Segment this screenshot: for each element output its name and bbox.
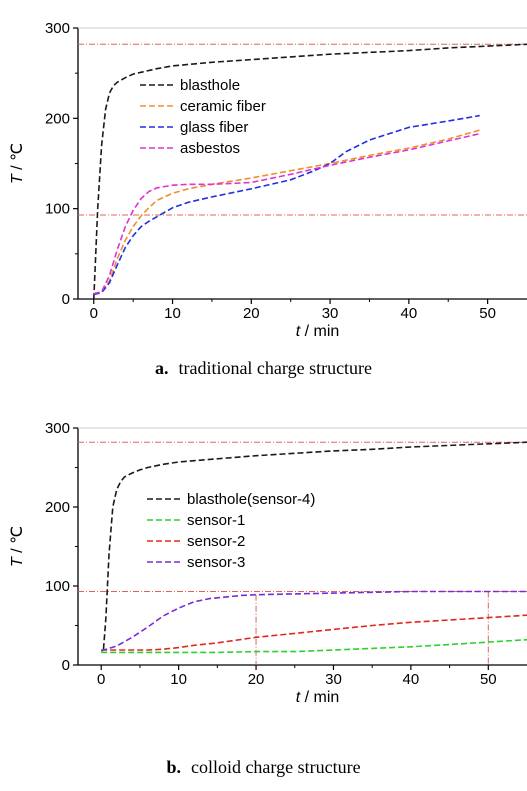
y-tick-label-0: 0 — [62, 657, 70, 674]
y-tick-label-0: 0 — [62, 291, 70, 308]
x-axis-var: t — [296, 689, 301, 706]
y-axis-title: T / ℃ — [9, 143, 26, 184]
x-tick-label-10: 10 — [164, 305, 181, 322]
x-tick-label-20: 20 — [243, 305, 260, 322]
legend-label-2: glass fiber — [180, 119, 248, 136]
caption-b: b. colloid charge structure — [0, 757, 527, 778]
series-line-blasthole — [93, 43, 527, 299]
y-axis-var: T — [9, 173, 26, 184]
x-axis-unit: / min — [300, 689, 339, 706]
series-line-ceramic-fiber — [93, 129, 480, 295]
y-axis-unit: / ℃ — [9, 143, 26, 174]
y-tick-label-200: 200 — [45, 110, 70, 127]
legend-label-3: sensor-3 — [187, 554, 245, 571]
chart-panel-a: 0 10 20 30 40 50 0 100 200 300 t / min T / ℃ blastho… — [0, 0, 527, 395]
chart-panel-b: 0 10 20 30 40 50 0 100 200 300 t / min T / ℃ blastho… — [0, 395, 527, 791]
y-axis-title: T / ℃ — [9, 526, 26, 567]
x-tick-label-30: 30 — [325, 671, 342, 688]
x-tick-label-10: 10 — [170, 671, 187, 688]
x-axis-title: t / min — [296, 689, 340, 706]
x-tick-label-0: 0 — [97, 671, 105, 688]
series-line-sensor-3 — [100, 590, 527, 652]
series-line-sensor-2 — [101, 614, 527, 651]
legend-label-2: sensor-2 — [187, 533, 245, 550]
y-tick-label-200: 200 — [45, 499, 70, 516]
y-axis-unit: / ℃ — [9, 526, 26, 557]
series-line-sensor-1 — [101, 638, 527, 654]
caption-letter-b: b. — [166, 757, 181, 777]
legend-label-3: asbestos — [180, 140, 240, 157]
caption-a: a. traditional charge structure — [0, 358, 527, 379]
x-axis-unit: / min — [300, 323, 339, 340]
y-tick-label-300: 300 — [45, 20, 70, 37]
legend-label-1: sensor-1 — [187, 512, 245, 529]
x-tick-label-50: 50 — [479, 305, 496, 322]
legend-label-1: ceramic fiber — [180, 98, 266, 115]
x-tick-label-40: 40 — [403, 671, 420, 688]
caption-letter-a: a. — [154, 358, 169, 378]
series-line-asbestos — [93, 132, 480, 295]
x-tick-label-40: 40 — [400, 305, 417, 322]
y-axis-var: T — [9, 556, 26, 567]
x-tick-label-50: 50 — [480, 671, 497, 688]
x-axis-title: t / min — [296, 323, 340, 340]
y-tick-label-100: 100 — [45, 578, 70, 595]
x-tick-label-30: 30 — [322, 305, 339, 322]
legend-label-0: blasthole — [180, 77, 240, 94]
chart-b: 0 10 20 30 40 50 0 100 200 300 t / min T / ℃ blastho… — [9, 420, 527, 706]
x-axis-var: t — [296, 323, 301, 340]
x-tick-label-0: 0 — [90, 305, 98, 322]
series-line-blasthole-sensor-4- — [102, 441, 527, 650]
y-tick-label-300: 300 — [45, 420, 70, 437]
caption-text-b: colloid charge structure — [190, 757, 361, 777]
series-line-glass-fiber — [93, 114, 480, 296]
legend-label-0: blasthole(sensor-4) — [187, 491, 315, 508]
y-tick-label-100: 100 — [45, 201, 70, 218]
caption-text-a: traditional charge structure — [178, 358, 373, 378]
chart-a: 0 10 20 30 40 50 0 100 200 300 t / min T / ℃ blastho… — [9, 20, 527, 340]
x-tick-label-20: 20 — [248, 671, 265, 688]
